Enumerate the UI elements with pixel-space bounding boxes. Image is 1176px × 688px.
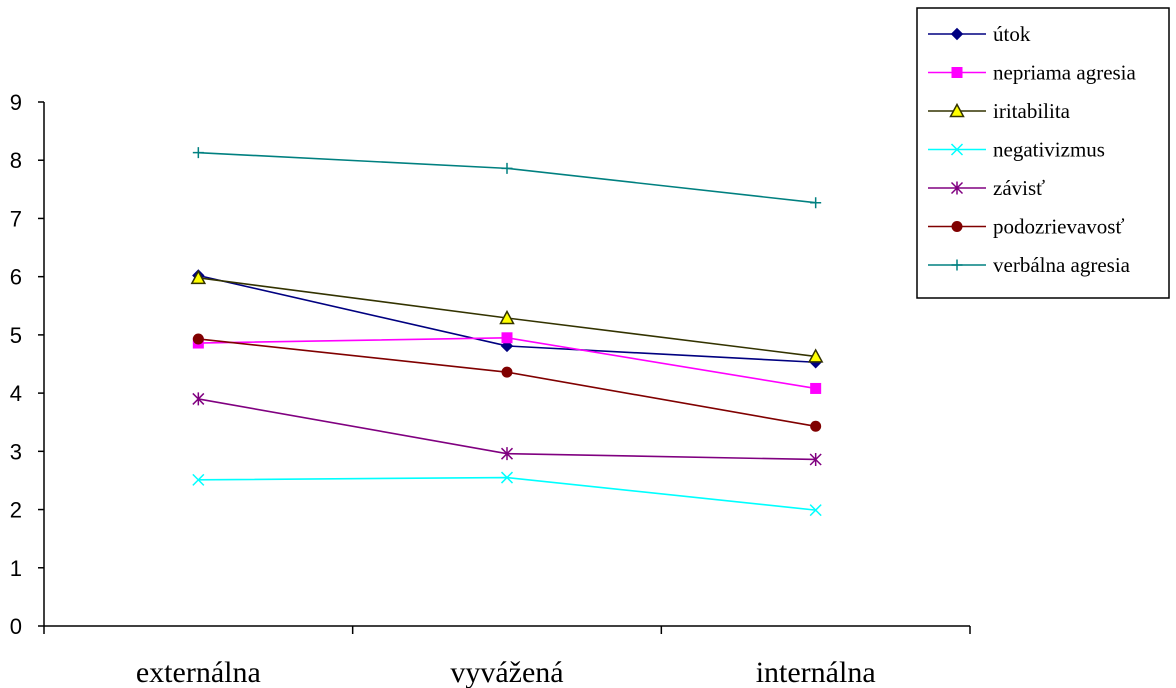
y-tick-label: 3 — [10, 439, 22, 464]
marker-asterisk — [500, 447, 514, 461]
marker-diamond — [950, 27, 964, 41]
legend-box — [916, 7, 1170, 299]
legend-item: nepriama agresia — [928, 61, 1137, 85]
marker-x — [809, 504, 822, 517]
legend: útok nepriama agresia iritabilita negativiz… — [916, 7, 1170, 299]
y-tick-label: 4 — [10, 381, 22, 406]
marker-plus — [810, 197, 822, 209]
marker-triangle — [949, 102, 965, 118]
marker-x — [950, 143, 964, 156]
marker-circle — [810, 420, 822, 432]
marker-circle — [501, 366, 513, 378]
legend-label: podozrievavosť — [993, 215, 1124, 239]
series-circle — [192, 333, 822, 432]
legend-label: verbálna agresia — [993, 253, 1131, 277]
series-line — [198, 151, 816, 204]
y-tick-label: 6 — [10, 265, 22, 290]
marker-circle — [951, 221, 963, 232]
series-x — [192, 471, 822, 517]
legend-item: podozrievavosť — [928, 215, 1124, 239]
legend-item: útok — [928, 22, 1031, 46]
legend-label: útok — [993, 22, 1031, 46]
y-tick-label: 2 — [10, 498, 22, 523]
y-tick-label: 1 — [10, 556, 22, 581]
marker-asterisk — [192, 392, 205, 406]
marker-triangle — [190, 269, 207, 285]
series-plus — [192, 147, 822, 209]
marker-plus — [192, 147, 204, 159]
series-layer — [190, 147, 824, 517]
x-tick-label: vyvážená — [450, 656, 563, 688]
legend-label: negativizmus — [993, 138, 1105, 162]
marker-triangle — [499, 309, 515, 325]
marker-square — [501, 332, 513, 344]
y-tick-label: 0 — [10, 614, 22, 639]
marker-square — [810, 382, 822, 394]
marker-triangle — [807, 348, 824, 363]
series-asterisk — [192, 392, 822, 466]
marker-x — [500, 471, 514, 484]
legend-label: nepriama agresia — [993, 61, 1137, 85]
y-tick-label: 8 — [10, 148, 22, 173]
marker-plus — [951, 259, 963, 271]
x-tick-label: externálna — [136, 656, 261, 688]
marker-asterisk — [809, 452, 822, 466]
x-axis-ticks: externálna vyvážená internálna — [43, 626, 971, 688]
legend-item: negativizmus — [928, 138, 1105, 162]
series-square — [192, 332, 822, 394]
x-tick-label: internálna — [756, 656, 876, 688]
legend-item: iritabilita — [928, 99, 1071, 123]
y-tick-label: 7 — [10, 206, 22, 231]
legend-item: verbálna agresia — [928, 253, 1131, 277]
marker-asterisk — [950, 181, 964, 195]
legend-item: závisť — [928, 176, 1045, 200]
plot-area: 0 1 2 3 4 5 6 7 8 9 externálna vyvážená internálna — [10, 90, 971, 688]
marker-plus — [501, 162, 513, 174]
series-triangle — [190, 269, 824, 363]
marker-circle — [192, 333, 204, 345]
legend-label: iritabilita — [993, 99, 1071, 123]
series-line — [198, 476, 816, 511]
y-tick-label: 9 — [10, 90, 22, 115]
marker-square — [951, 67, 963, 78]
legend-items: útok nepriama agresia iritabilita negativiz… — [928, 22, 1137, 277]
y-tick-label: 5 — [10, 323, 22, 348]
marker-x — [192, 473, 205, 486]
legend-label: závisť — [993, 176, 1045, 200]
y-axis-ticks: 0 1 2 3 4 5 6 7 8 9 — [10, 90, 44, 639]
